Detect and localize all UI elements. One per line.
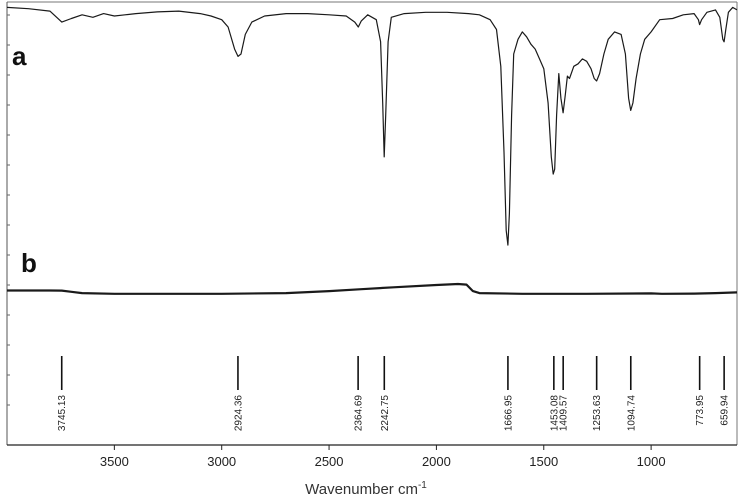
peak-label: 2242.75 — [380, 395, 391, 432]
peak-label: 1409.57 — [559, 395, 570, 432]
peak-label: 773.95 — [695, 395, 706, 426]
x-tick-label: 3500 — [100, 454, 129, 469]
panel-label-b: b — [21, 248, 37, 278]
x-tick-label: 1500 — [529, 454, 558, 469]
spectrum-line-b — [7, 282, 738, 295]
peak-label: 2924.36 — [233, 395, 244, 432]
x-tick-label: 2500 — [315, 454, 344, 469]
plot-frame — [6, 1, 738, 446]
peak-markers-group: 3745.13 2924.36 2364.69 2242.75 1666.95 1453.… — [57, 356, 731, 432]
spectra-group — [6, 6, 738, 295]
peak-label: 659.94 — [720, 395, 731, 426]
x-tick-label: 1000 — [637, 454, 666, 469]
x-axis-ticks-group: 3500 3000 2500 2000 1500 1000 — [100, 445, 666, 469]
x-tick-label: 3000 — [207, 454, 236, 469]
x-axis-label: Wavenumber cm-1 — [305, 480, 427, 498]
panel-labels: a b — [12, 41, 37, 278]
panel-label-a: a — [12, 41, 27, 71]
peak-label: 1253.63 — [592, 395, 603, 432]
peak-label: 1453.08 — [549, 395, 560, 432]
peak-label: 1666.95 — [503, 395, 514, 432]
left-axis-ticks — [7, 14, 10, 406]
x-axis-label-superscript: -1 — [418, 480, 427, 491]
peak-label: 3745.13 — [57, 395, 68, 432]
spectrum-line-a — [6, 6, 738, 246]
peak-label: 1094.74 — [626, 395, 637, 432]
peak-label: 2364.69 — [354, 395, 365, 432]
x-tick-label: 2000 — [422, 454, 451, 469]
x-axis-label-main: Wavenumber cm — [305, 481, 418, 498]
